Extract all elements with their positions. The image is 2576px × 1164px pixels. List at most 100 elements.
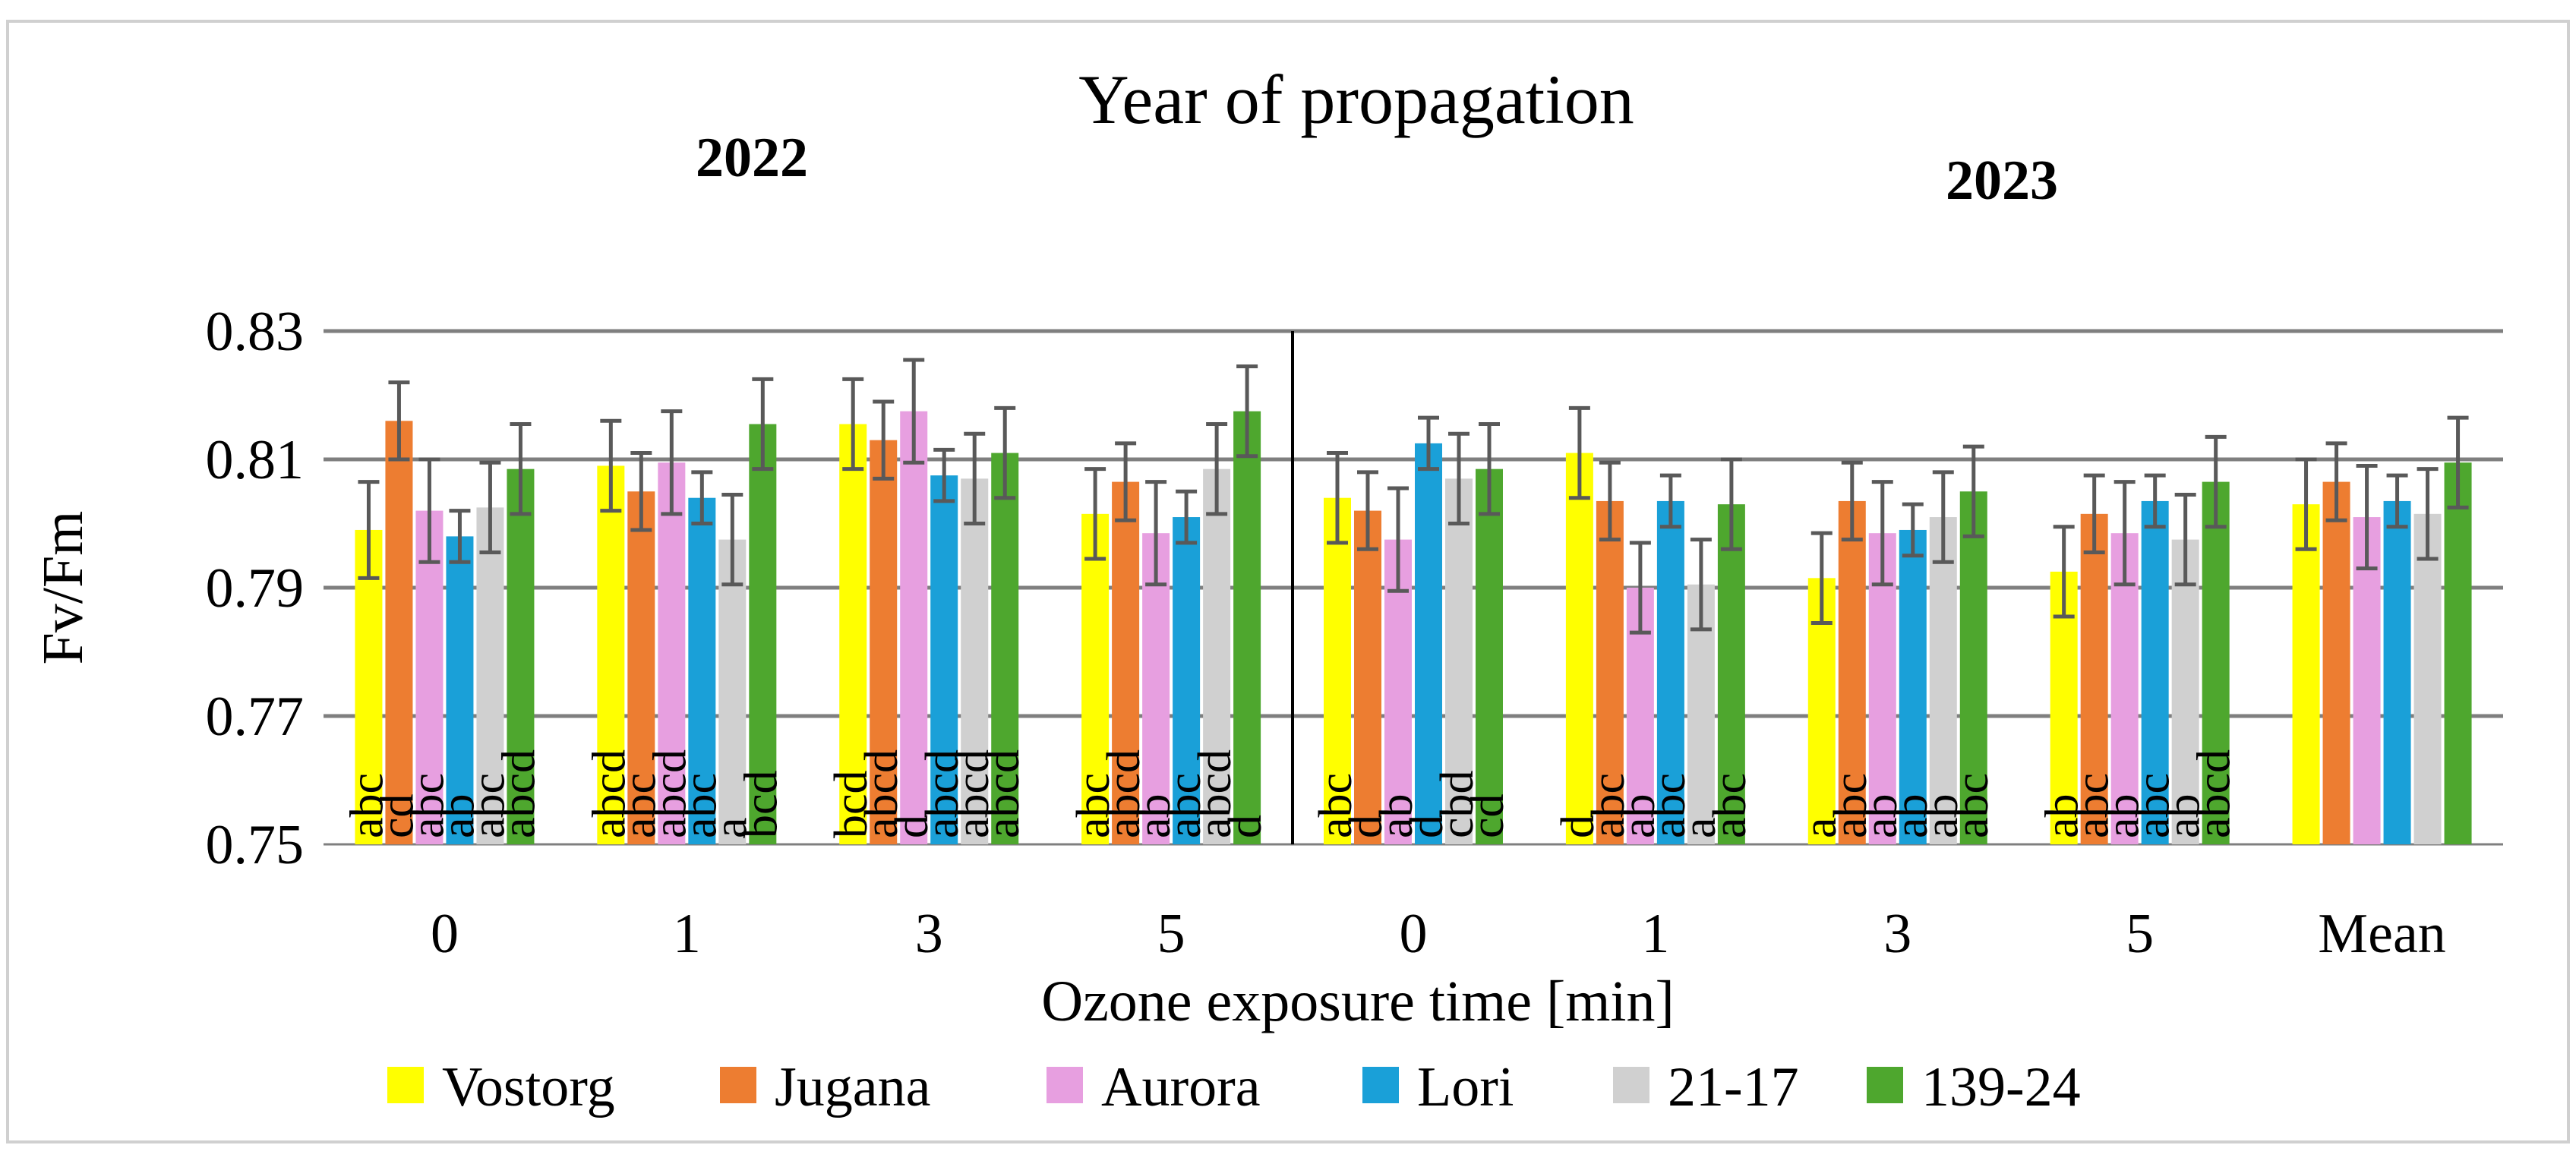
x-tick-label: 1 [673,903,701,965]
bar [507,468,535,844]
legend-swatch [1046,1067,1083,1103]
bar [2080,513,2108,844]
significance-letter: ab [1613,793,1665,838]
bar [597,465,625,844]
significance-letter: abcd [917,749,968,838]
bar [961,478,989,844]
bar [991,453,1019,844]
significance-letter: abc [674,773,726,838]
significance-letter: ab [1129,793,1180,838]
bar [2444,462,2472,844]
x-tick-labels: 0 1 3 5 0 1 3 5 Mean [431,903,2446,965]
significance-letter: bcd [826,770,877,838]
significance-letter: abcd [1098,749,1150,838]
bar [1203,468,1231,844]
group-label-2023: 2023 [1946,150,2058,212]
y-tick-labels: 0.75 0.77 0.79 0.81 0.83 [206,301,305,876]
significance-letter: abcd [644,749,696,838]
x-axis-title: Ozone exposure time [min] [1041,970,1675,1033]
bar [2383,500,2411,844]
y-tick-label: 0.83 [206,301,305,363]
bar [446,536,474,844]
significance-letter: abc [1946,773,1998,838]
bar [385,421,413,844]
bar [1476,468,1503,844]
bar [415,510,444,844]
significance-letter: abcd [2189,749,2240,838]
significance-letter: abc [402,773,453,838]
significance-letter: abc [614,773,665,838]
bar [1233,411,1261,844]
x-tick-label: 5 [2126,903,2154,965]
significance-letter: abc [1643,773,1695,838]
bar [2413,513,2442,844]
bar [1445,478,1473,844]
significance-letter: d [1220,815,1271,838]
bar [1838,500,1866,844]
significance-letter: abc [1159,773,1211,838]
significance-letter: abc [1583,773,1634,838]
bar [1354,510,1381,844]
bar [1112,481,1140,844]
bar [476,507,504,844]
significance-letter: abc [1704,773,1756,838]
legend-label: Jugana [775,1056,931,1118]
x-tick-label: 0 [1400,903,1428,965]
bar [2171,539,2199,844]
bar [2322,481,2350,844]
y-axis-title: Fv/Fm [31,511,95,665]
bar [1929,517,1957,844]
significance-letter: a [1795,817,1846,838]
bar [1959,491,1987,844]
significance-letter: d [1340,815,1392,838]
legend-label: Lori [1417,1056,1514,1118]
x-tick-label: 3 [1883,903,1911,965]
significance-letter: cd [1462,793,1514,838]
x-tick-label: 0 [431,903,459,965]
significance-letter: d [1401,815,1453,838]
significance-letter: a [1674,817,1725,838]
bar [839,424,867,844]
significance-letter: abc [2067,773,2119,838]
bar [658,462,686,844]
error-bars [358,358,2469,635]
gridlines [324,329,2503,846]
bar [2202,481,2230,844]
y-tick-label: 0.81 [206,429,305,491]
significance-letter: ab [2098,793,2149,838]
significance-letter: ab [1886,793,1937,838]
x-tick-label: Mean [2318,903,2446,965]
bar [1717,504,1745,844]
bar [355,529,383,844]
bar [1596,500,1624,844]
legend-swatch [387,1067,424,1103]
significance-letter: d [1552,815,1604,838]
significance-letter: abc [341,773,393,838]
y-tick-label: 0.79 [206,557,305,620]
significance-letter: abcd [583,749,635,838]
significance-letters: abc abcd bcd abc abc d a abcd abc abcd abcd d abc abc… [341,749,2240,838]
significance-letter: ab [432,793,484,838]
bar [870,440,898,844]
significance-letter: ab [1371,793,1422,838]
significance-letter: abcd [977,749,1029,838]
x-tick-label: 5 [1157,903,1185,965]
significance-letter: ab [2158,793,2210,838]
bar [688,497,716,844]
significance-letter: abcd [1189,749,1241,838]
significance-letter: abcd [947,749,999,838]
significance-letter: abc [1825,773,1877,838]
significance-letter: abc [1068,773,1119,838]
significance-letter: bcd [735,770,787,838]
group-label-2022: 2022 [696,127,808,189]
significance-letter: abc [2128,773,2180,838]
bar [2141,500,2169,844]
bar [1899,529,1927,844]
significance-letter: cd [371,793,423,838]
significance-letter: d [886,815,938,838]
significance-letter: a [705,817,756,838]
bar [627,491,655,844]
bar [1081,513,1110,844]
bar [1415,443,1442,844]
